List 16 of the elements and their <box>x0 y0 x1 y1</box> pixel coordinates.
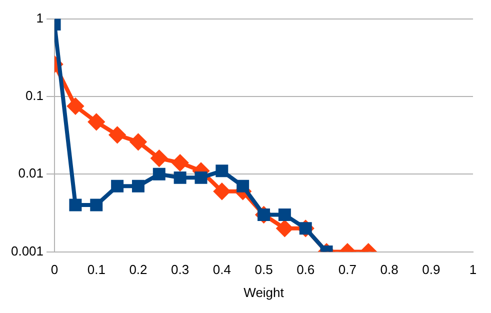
x-axis-title: Weight <box>244 284 284 300</box>
x-tick-label: 0.3 <box>171 262 190 278</box>
y-tick-label: 0.01 <box>18 166 44 181</box>
y-tick-label: 0.1 <box>25 88 44 104</box>
x-tick-label: 1 <box>469 262 477 278</box>
x-tick-label: 0.4 <box>212 262 231 278</box>
y-tick-label: 0.001 <box>10 243 44 258</box>
y-tick-label: 1 <box>36 10 44 26</box>
x-tick-label: 0.8 <box>380 262 398 278</box>
x-tick-label: 0 <box>50 262 58 278</box>
x-tick-label: 0.5 <box>254 262 273 278</box>
x-tick-label: 0.1 <box>87 262 106 278</box>
x-tick-label: 0.6 <box>296 262 315 278</box>
x-tick-label: 0.7 <box>338 262 356 278</box>
x-tick-label: 0.2 <box>129 262 148 278</box>
x-tick-label: 0.9 <box>422 262 440 278</box>
